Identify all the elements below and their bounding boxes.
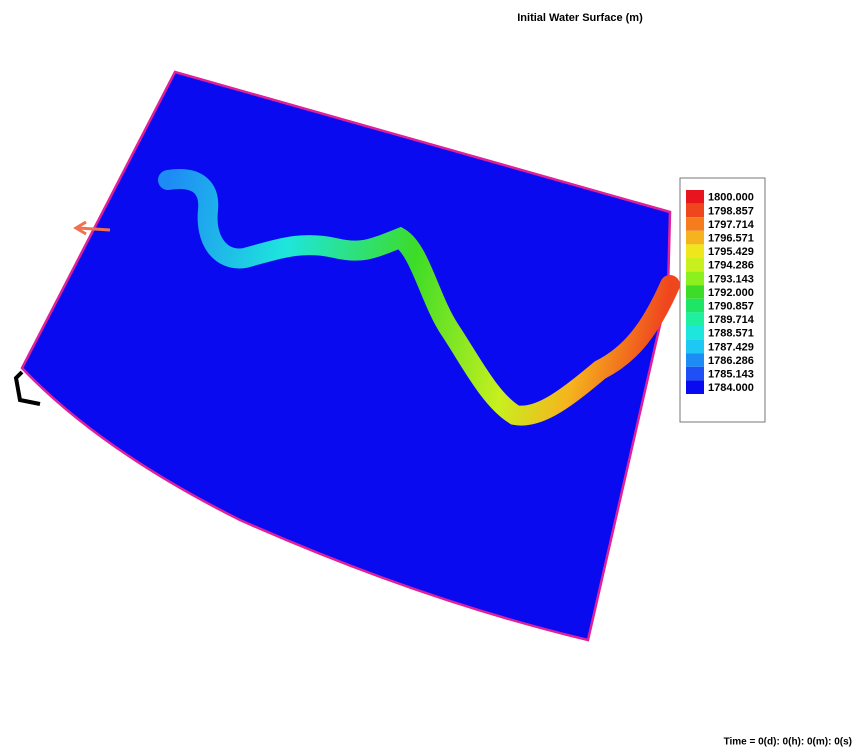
legend-swatch [686,366,704,381]
legend-swatch [686,244,704,258]
legend-label: 1796.571 [708,233,754,245]
legend-swatch [686,271,704,286]
legend-swatch [686,217,704,231]
flow-area [20,70,672,642]
time-label: Time = 0(d): 0(h): 0(m): 0(s) [724,737,852,748]
legend-swatch [686,339,704,354]
legend-label: 1798.857 [708,205,754,217]
legend-label: 1790.857 [708,301,754,313]
legend-swatch [686,285,704,299]
legend-label: 1800.000 [708,192,754,204]
legend-label: 1787.429 [708,341,754,353]
legend-label: 1797.714 [708,219,755,231]
legend-label: 1784.000 [708,382,754,394]
legend-swatch [686,298,704,313]
legend-swatch [686,258,704,272]
river-channel [158,169,680,426]
legend-label: 1794.286 [708,260,754,272]
legend-swatch [686,353,704,367]
legend-swatch [686,326,704,340]
legend-label: 1795.429 [708,246,754,258]
legend-swatch [686,190,704,204]
title: Initial Water Surface (m) [517,12,643,24]
legend-label: 1785.143 [708,369,754,381]
legend-label: 1788.571 [708,328,754,340]
inflow-arrow [73,220,111,236]
legend-label: 1789.714 [708,314,755,326]
legend-label: 1786.286 [708,355,754,367]
legend-label: 1793.143 [708,273,754,285]
legend-swatch [686,203,704,218]
boundary-marker [13,370,41,406]
legend-swatch [686,312,704,326]
legend-swatch [686,230,704,245]
legend-label: 1792.000 [708,287,754,299]
legend-swatch [686,380,704,394]
